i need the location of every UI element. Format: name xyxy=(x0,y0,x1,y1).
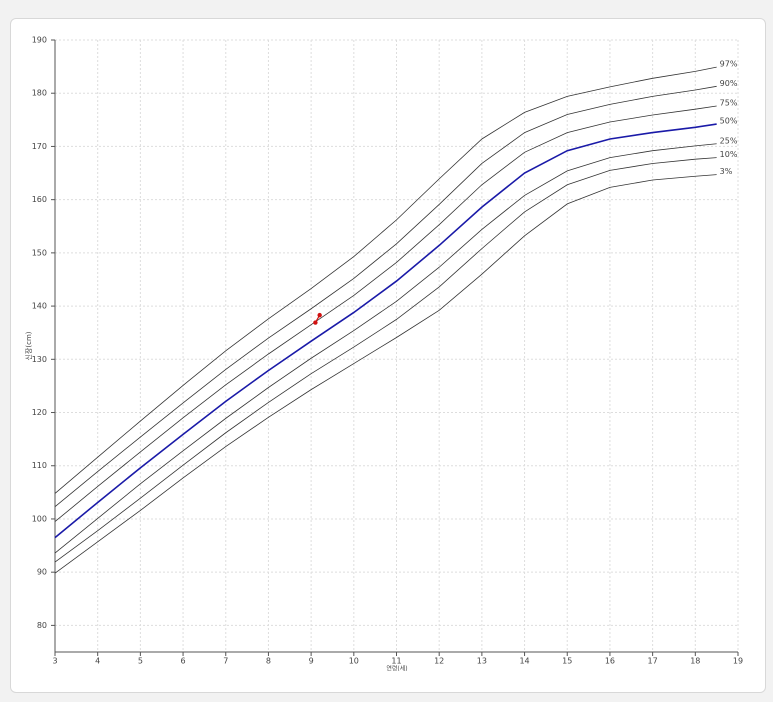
percentile-line xyxy=(54,105,717,522)
x-tick-label: 3 xyxy=(52,657,57,666)
y-tick-label: 90 xyxy=(37,568,47,577)
x-tick-label: 12 xyxy=(434,657,444,666)
y-tick-label: 180 xyxy=(32,89,47,98)
percentile-line xyxy=(54,123,717,539)
y-axis-label: 신장(cm) xyxy=(24,331,33,360)
percentile-line xyxy=(54,66,717,494)
x-tick-label: 17 xyxy=(648,657,658,666)
x-tick-label: 13 xyxy=(477,657,487,666)
x-tick-label: 18 xyxy=(690,657,700,666)
percentile-line xyxy=(54,174,717,574)
line-label: 10% xyxy=(720,150,738,159)
measurement-point xyxy=(317,312,322,318)
chart-card xyxy=(10,18,766,693)
x-tick-label: 19 xyxy=(733,657,743,666)
y-tick-label: 80 xyxy=(37,621,47,630)
y-tick-label: 110 xyxy=(32,461,47,470)
line-label: 25% xyxy=(720,136,738,145)
line-label: 97% xyxy=(720,60,738,69)
percentile-line xyxy=(54,157,717,563)
y-tick-label: 140 xyxy=(32,302,47,311)
line-label: 90% xyxy=(720,79,738,88)
measurement-point xyxy=(313,320,318,325)
x-tick-label: 7 xyxy=(223,657,228,666)
x-tick-label: 9 xyxy=(309,657,314,666)
x-axis-label: 연령(세) xyxy=(386,665,407,673)
y-tick-label: 120 xyxy=(32,408,47,417)
y-tick-label: 130 xyxy=(32,355,47,364)
y-tick-label: 190 xyxy=(32,36,47,45)
x-tick-label: 14 xyxy=(519,657,529,666)
x-tick-label: 10 xyxy=(349,657,359,666)
x-tick-label: 11 xyxy=(391,657,401,666)
line-label: 50% xyxy=(720,117,738,126)
x-tick-label: 6 xyxy=(181,657,186,666)
y-tick-label: 100 xyxy=(32,514,47,523)
line-label: 3% xyxy=(720,167,733,176)
x-tick-label: 15 xyxy=(562,657,572,666)
y-tick-label: 160 xyxy=(32,195,47,204)
y-tick-label: 170 xyxy=(32,142,47,151)
percentile-line xyxy=(54,85,717,508)
percentile-line xyxy=(54,143,717,554)
x-tick-label: 8 xyxy=(266,657,271,666)
x-tick-label: 5 xyxy=(138,657,143,666)
y-tick-label: 150 xyxy=(32,248,47,257)
x-tick-label: 4 xyxy=(95,657,100,666)
line-label: 75% xyxy=(720,98,738,107)
x-tick-label: 16 xyxy=(605,657,615,666)
